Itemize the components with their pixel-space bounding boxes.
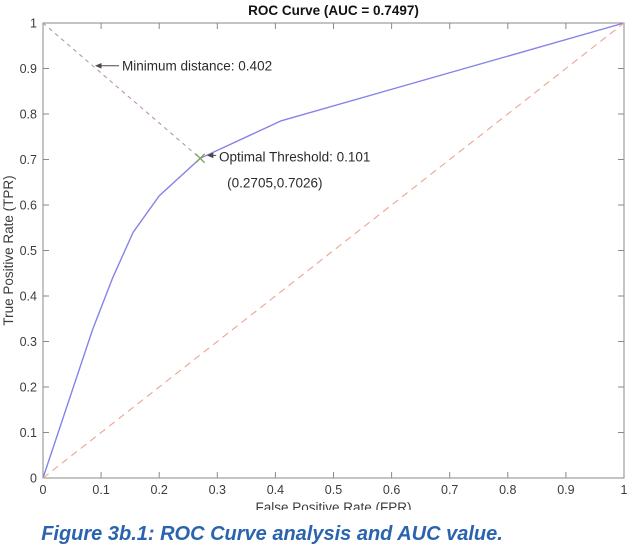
- x-tick-label: 0.3: [209, 483, 226, 497]
- x-tick-label: 0.2: [151, 483, 168, 497]
- chart-title: ROC Curve (AUC = 0.7497): [248, 3, 419, 18]
- data-series: [42, 22, 625, 479]
- x-tick-label: 0.8: [499, 483, 516, 497]
- y-tick-labels: 0 0.1 0.2 0.3 0.4 0.5 0.6 0.7 0.8 0.9 1: [20, 17, 37, 486]
- x-tick-label: 0.7: [441, 483, 458, 497]
- y-tick-label: 0.4: [20, 290, 37, 304]
- x-tick-label: 0.6: [383, 483, 400, 497]
- x-tick-label: 0.5: [325, 483, 342, 497]
- roc-chart: 0 0.1 0.2 0.3 0.4 0.5 0.6 0.7 0.8 0.9 1 0 0.1 0.2 0.3…: [1, 3, 628, 510]
- y-tick-label: 0.6: [20, 199, 37, 213]
- y-tick-label: 0.5: [20, 244, 37, 258]
- x-axis-label: False Positive Rate (FPR): [255, 500, 411, 510]
- x-tick-label: 0.4: [267, 483, 284, 497]
- y-tick-label: 1: [30, 17, 37, 31]
- annotation-arrowhead: [206, 152, 214, 159]
- y-tick-label: 0: [30, 472, 37, 486]
- x-tick-label: 1: [621, 483, 628, 497]
- min-distance-line: [42, 22, 201, 159]
- y-axis-label: True Positive Rate (TPR): [1, 175, 16, 325]
- y-tick-label: 0.2: [20, 381, 37, 395]
- annotation-text-2: (0.2705,0.7026): [227, 176, 322, 191]
- y-tick-label: 0.9: [20, 62, 37, 76]
- x-tick-label: 0: [40, 483, 47, 497]
- roc-curve: [42, 22, 625, 479]
- annotation-arrowhead: [94, 62, 102, 69]
- optimal-point-marker: [195, 153, 206, 164]
- annotations: Minimum distance: 0.402 Optimal Threshold…: [94, 58, 370, 191]
- x-tick-label: 0.9: [557, 483, 574, 497]
- y-tick-label: 0.1: [20, 426, 37, 440]
- annotation-text-0: Minimum distance: 0.402: [122, 58, 272, 73]
- optimal-point-marker: [195, 153, 206, 164]
- figure-caption: Figure 3b.1: ROC Curve analysis and AUC …: [41, 523, 503, 545]
- y-tick-label: 0.3: [20, 335, 37, 349]
- y-tick-label: 0.8: [20, 108, 37, 122]
- x-tick-label: 0.1: [92, 483, 109, 497]
- y-tick-label: 0.7: [20, 153, 37, 167]
- annotation-text-1: Optimal Threshold: 0.101: [219, 149, 370, 164]
- axis-ticks: [42, 22, 625, 479]
- chance-diagonal: [42, 22, 625, 479]
- x-tick-labels: 0 0.1 0.2 0.3 0.4 0.5 0.6 0.7 0.8 0.9 1: [40, 483, 628, 497]
